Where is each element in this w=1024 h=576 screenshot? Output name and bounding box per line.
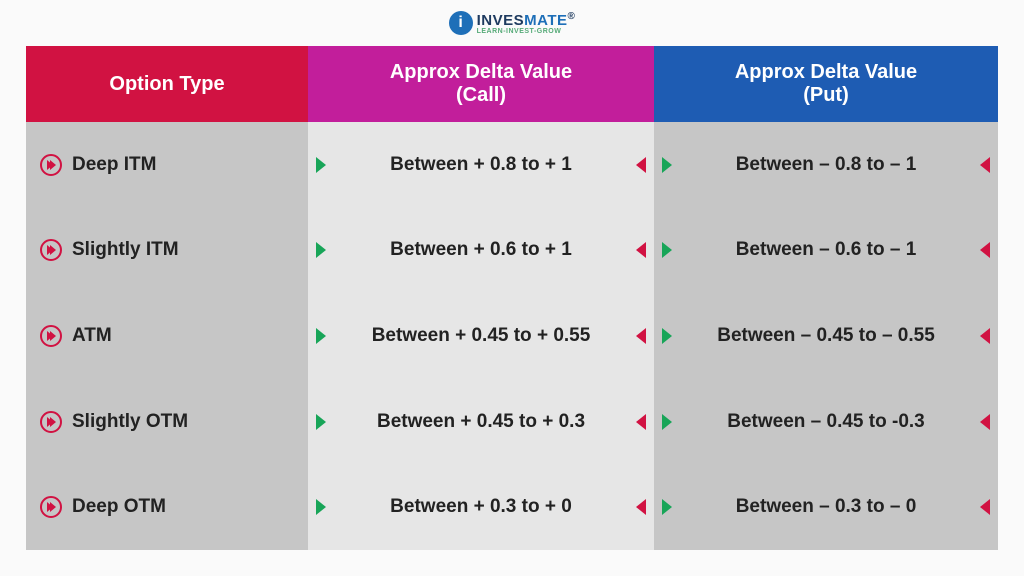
chevron-left-icon	[980, 157, 990, 173]
chevron-left-icon	[636, 157, 646, 173]
chevron-right-icon	[316, 499, 326, 515]
cell-put-delta: Between – 0.45 to – 0.55	[717, 325, 935, 347]
cell-option-type: Slightly ITM	[72, 239, 179, 261]
bullet-icon	[40, 154, 62, 176]
table-row: ATM	[26, 293, 308, 379]
col-call-delta: Between + 0.8 to + 1 Between + 0.6 to + 1…	[308, 122, 654, 550]
logo-tagline: LEARN-INVEST-GROW	[477, 28, 576, 35]
chevron-left-icon	[980, 242, 990, 258]
bullet-icon	[40, 411, 62, 433]
cell-option-type: Slightly OTM	[72, 411, 188, 433]
table-row: Between – 0.3 to – 0	[654, 464, 998, 550]
table-row: Between + 0.6 to + 1	[308, 208, 654, 294]
logo-reg-mark: ®	[568, 11, 576, 22]
table-row: Slightly OTM	[26, 379, 308, 465]
chevron-right-icon	[316, 157, 326, 173]
logo-brand: INVESMATE®	[477, 12, 576, 28]
chevron-left-icon	[980, 414, 990, 430]
th-put-delta: Approx Delta Value (Put)	[654, 46, 998, 122]
bullet-icon	[40, 496, 62, 518]
cell-put-delta: Between – 0.45 to -0.3	[727, 411, 924, 433]
cell-call-delta: Between + 0.6 to + 1	[390, 239, 572, 261]
table-row: Between – 0.45 to -0.3	[654, 379, 998, 465]
table-row: Between + 0.8 to + 1	[308, 122, 654, 208]
logo-brand-part1: INVES	[477, 12, 525, 29]
col-put-delta: Between – 0.8 to – 1 Between – 0.6 to – 1…	[654, 122, 998, 550]
chevron-left-icon	[636, 499, 646, 515]
table-row: Between – 0.8 to – 1	[654, 122, 998, 208]
chevron-right-icon	[662, 499, 672, 515]
logo-icon-letter: i	[458, 14, 462, 32]
chevron-right-icon	[662, 328, 672, 344]
chevron-left-icon	[636, 242, 646, 258]
logo-text-block: INVESMATE® LEARN-INVEST-GROW	[477, 12, 576, 35]
cell-option-type: ATM	[72, 325, 112, 347]
chevron-right-icon	[316, 414, 326, 430]
cell-put-delta: Between – 0.6 to – 1	[736, 239, 917, 261]
chevron-left-icon	[636, 414, 646, 430]
logo-icon: i	[449, 11, 473, 35]
table-body: Deep ITM Slightly ITM ATM Slightly OTM Deep …	[26, 122, 998, 550]
chevron-left-icon	[636, 328, 646, 344]
chevron-left-icon	[980, 499, 990, 515]
cell-option-type: Deep ITM	[72, 154, 156, 176]
cell-call-delta: Between + 0.8 to + 1	[390, 154, 572, 176]
cell-option-type: Deep OTM	[72, 496, 166, 518]
table-row: Deep OTM	[26, 464, 308, 550]
cell-call-delta: Between + 0.45 to + 0.55	[372, 325, 591, 347]
table-row: Between + 0.3 to + 0	[308, 464, 654, 550]
table-row: Slightly ITM	[26, 208, 308, 294]
table-row: Between + 0.45 to + 0.55	[308, 293, 654, 379]
table-row: Between – 0.6 to – 1	[654, 208, 998, 294]
table-row: Between + 0.45 to + 0.3	[308, 379, 654, 465]
cell-put-delta: Between – 0.8 to – 1	[736, 154, 917, 176]
chevron-right-icon	[316, 242, 326, 258]
chevron-right-icon	[662, 414, 672, 430]
bullet-icon	[40, 239, 62, 261]
table-header-row: Option Type Approx Delta Value (Call) Ap…	[26, 46, 998, 122]
chevron-right-icon	[316, 328, 326, 344]
table-row: Between – 0.45 to – 0.55	[654, 293, 998, 379]
bullet-icon	[40, 325, 62, 347]
th-call-delta: Approx Delta Value (Call)	[308, 46, 654, 122]
chevron-right-icon	[662, 242, 672, 258]
page-container: i INVESMATE® LEARN-INVEST-GROW Option Ty…	[0, 0, 1024, 576]
col-option-type: Deep ITM Slightly ITM ATM Slightly OTM Deep …	[26, 122, 308, 550]
logo-bar: i INVESMATE® LEARN-INVEST-GROW	[0, 0, 1024, 46]
cell-put-delta: Between – 0.3 to – 0	[736, 496, 917, 518]
cell-call-delta: Between + 0.45 to + 0.3	[377, 411, 585, 433]
th-option-type: Option Type	[26, 46, 308, 122]
chevron-left-icon	[980, 328, 990, 344]
chevron-right-icon	[662, 157, 672, 173]
logo-brand-part2: MATE	[524, 12, 567, 29]
table-row: Deep ITM	[26, 122, 308, 208]
cell-call-delta: Between + 0.3 to + 0	[390, 496, 572, 518]
delta-table: Option Type Approx Delta Value (Call) Ap…	[26, 46, 998, 550]
